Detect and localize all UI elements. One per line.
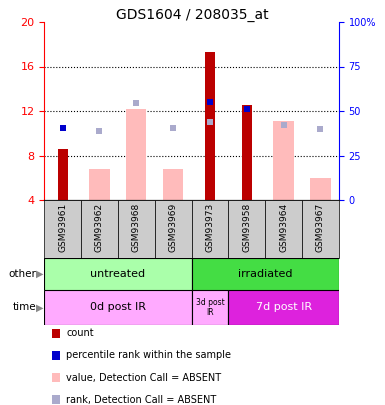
Text: GSM93968: GSM93968 — [132, 203, 141, 252]
Bar — [155, 200, 192, 258]
Bar — [89, 169, 110, 200]
Text: GDS1604 / 208035_at: GDS1604 / 208035_at — [116, 8, 269, 22]
Text: ▶: ▶ — [36, 303, 44, 313]
Text: value, Detection Call = ABSENT: value, Detection Call = ABSENT — [66, 373, 221, 383]
Bar — [192, 200, 228, 258]
Bar — [302, 200, 339, 258]
Text: 3d post
IR: 3d post IR — [196, 298, 224, 317]
Text: GSM93969: GSM93969 — [169, 203, 177, 252]
Bar — [310, 178, 330, 200]
Bar — [81, 200, 118, 258]
Bar — [228, 290, 339, 325]
Bar — [192, 290, 228, 325]
Text: percentile rank within the sample: percentile rank within the sample — [66, 350, 231, 360]
Text: GSM93961: GSM93961 — [58, 203, 67, 252]
Bar — [57, 149, 68, 200]
Bar — [126, 109, 146, 200]
Bar — [44, 258, 192, 290]
Text: ▶: ▶ — [36, 269, 44, 279]
Text: irradiated: irradiated — [238, 269, 293, 279]
Text: untreated: untreated — [90, 269, 146, 279]
Text: GSM93958: GSM93958 — [242, 203, 251, 252]
Bar — [242, 105, 252, 200]
Bar — [273, 121, 294, 200]
Bar — [228, 200, 265, 258]
Text: GSM93962: GSM93962 — [95, 203, 104, 252]
Text: other: other — [9, 269, 37, 279]
Bar — [163, 169, 183, 200]
Bar — [265, 200, 302, 258]
Text: GSM93967: GSM93967 — [316, 203, 325, 252]
Text: 7d post IR: 7d post IR — [256, 303, 311, 313]
Text: count: count — [66, 328, 94, 338]
Bar — [205, 52, 215, 200]
Text: GSM93973: GSM93973 — [206, 203, 214, 252]
Bar — [44, 200, 81, 258]
Text: GSM93964: GSM93964 — [279, 203, 288, 252]
Text: time: time — [13, 303, 37, 313]
Text: rank, Detection Call = ABSENT: rank, Detection Call = ABSENT — [66, 395, 216, 405]
Bar — [44, 290, 192, 325]
Bar — [118, 200, 155, 258]
Bar — [192, 258, 339, 290]
Text: 0d post IR: 0d post IR — [90, 303, 146, 313]
